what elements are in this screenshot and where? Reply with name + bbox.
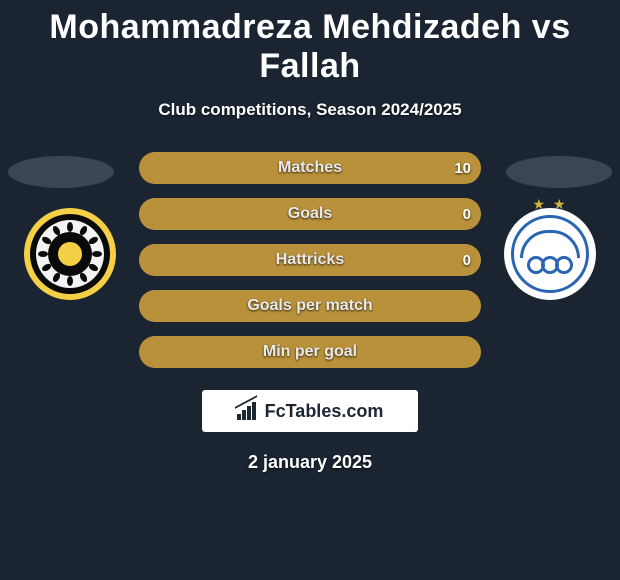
stat-label: Hattricks [276, 251, 344, 269]
club-badge-right: ★ ★ [504, 208, 596, 300]
comparison-stage: ★ ★ Matches 10 Goals 0 Hattricks 0 [0, 152, 620, 368]
player-shadow-left [8, 156, 114, 188]
stat-label: Min per goal [263, 343, 357, 361]
rings-icon [504, 256, 596, 274]
stat-right-value: 0 [463, 252, 471, 269]
stat-row-mpg: Min per goal [139, 336, 481, 368]
brand-name: FcTables.com [265, 401, 384, 422]
stat-label: Goals per match [247, 297, 372, 315]
stat-right-value: 0 [463, 206, 471, 223]
brand-logo[interactable]: FcTables.com [202, 390, 418, 432]
stat-row-matches: Matches 10 [139, 152, 481, 184]
stat-bars: Matches 10 Goals 0 Hattricks 0 Goals per… [139, 152, 481, 368]
date-text: 2 january 2025 [0, 452, 620, 473]
bar-chart-icon [237, 402, 259, 420]
stat-label: Matches [278, 159, 342, 177]
club-badge-left [24, 208, 116, 300]
stat-right-value: 10 [454, 160, 471, 177]
stat-label: Goals [288, 205, 332, 223]
stat-row-goals: Goals 0 [139, 198, 481, 230]
subtitle: Club competitions, Season 2024/2025 [0, 100, 620, 120]
player-shadow-right [506, 156, 612, 188]
stat-row-hattricks: Hattricks 0 [139, 244, 481, 276]
page-title: Mohammadreza Mehdizadeh vs Fallah [0, 0, 620, 86]
stat-row-gpm: Goals per match [139, 290, 481, 322]
